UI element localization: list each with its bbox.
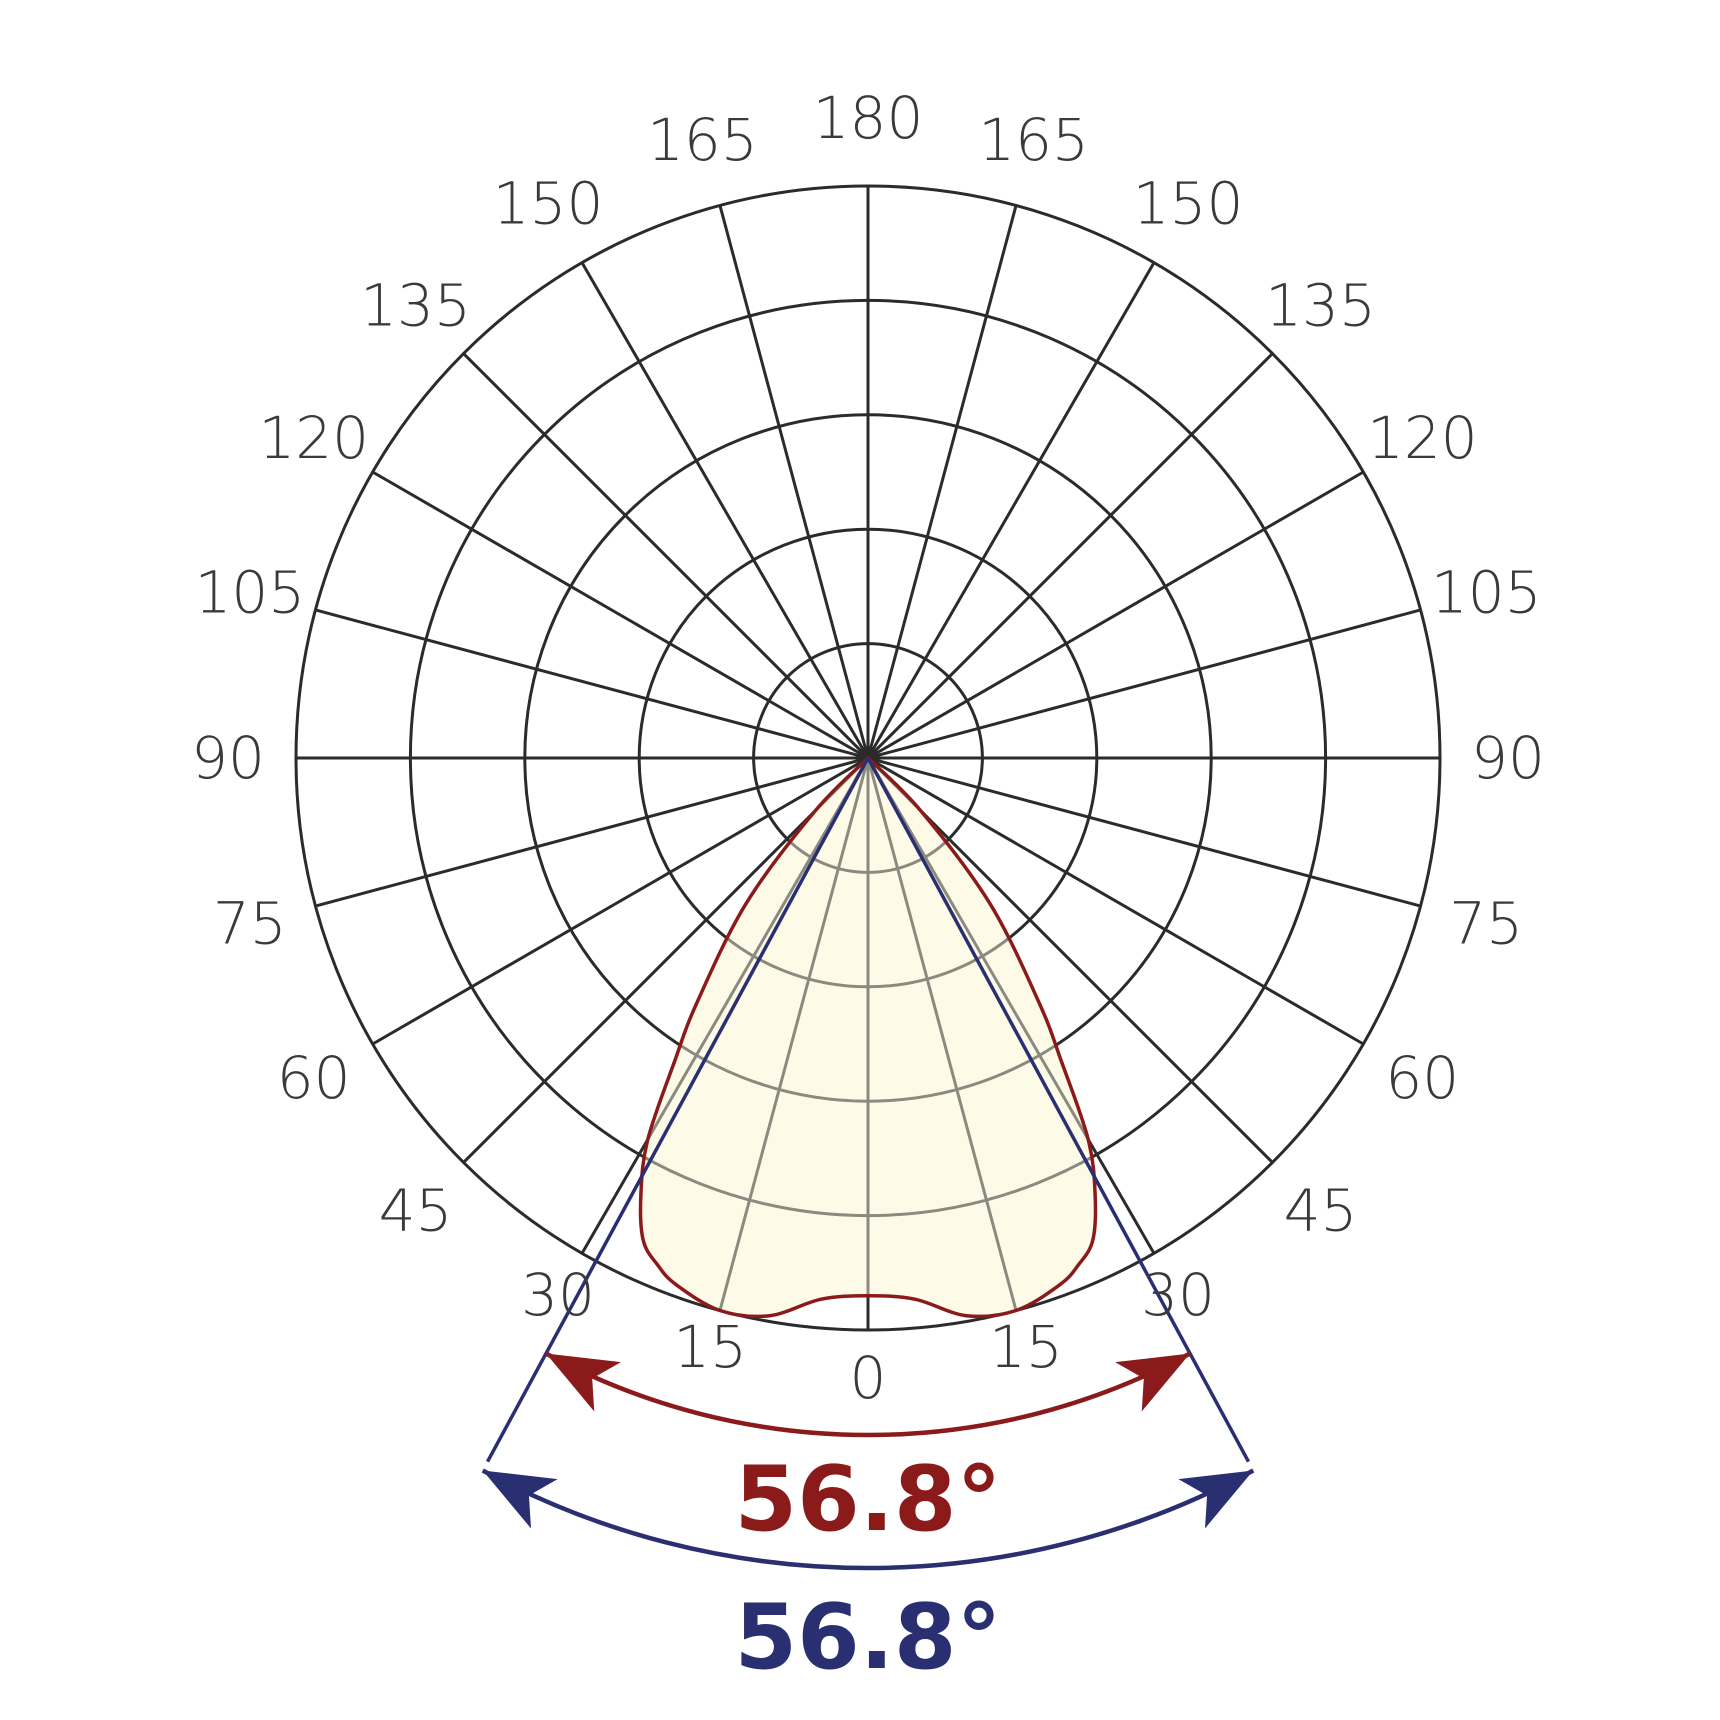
tick-label-left-105: 105 xyxy=(194,558,305,626)
beam-line-left xyxy=(485,757,870,1463)
blue-beam-arrowhead-left xyxy=(482,1470,558,1529)
tick-label-right-75: 75 xyxy=(1449,890,1523,958)
tick-label-left-60: 60 xyxy=(277,1044,351,1112)
tick-label-left-150: 150 xyxy=(493,170,604,238)
grid-spoke-165-inside-curve xyxy=(718,758,1018,1311)
tick-label-left-120: 120 xyxy=(258,404,369,472)
tick-label-right-15: 15 xyxy=(989,1313,1063,1381)
tick-label-right-120: 120 xyxy=(1367,404,1478,472)
blue-beam-arc xyxy=(481,1468,1255,1571)
intensity-curve-line xyxy=(638,756,1098,1319)
beam-line-right xyxy=(866,757,1251,1463)
tick-label-right-90: 90 xyxy=(1471,724,1545,792)
tick-label-left-165: 165 xyxy=(647,106,758,174)
tick-label-right-30: 30 xyxy=(1141,1261,1215,1329)
tick-label-left-45: 45 xyxy=(379,1177,453,1245)
red-beam-arc xyxy=(544,1351,1192,1438)
tick-label-right-135: 135 xyxy=(1265,272,1376,340)
tick-label-right-105: 105 xyxy=(1431,558,1542,626)
red-beam-arrowhead-right xyxy=(1115,1353,1190,1412)
blue-beam-arrowhead-right xyxy=(1178,1470,1254,1529)
grid-spoke-15-inside-curve xyxy=(718,758,1018,1311)
tick-label-left-90: 90 xyxy=(191,724,265,792)
red-beam-arrowhead-left xyxy=(546,1353,621,1412)
tick-label-left-0: 0 xyxy=(850,1344,887,1412)
tick-label-left-15: 15 xyxy=(673,1313,747,1381)
tick-label-left-75: 75 xyxy=(213,890,287,958)
tick-label-right-45: 45 xyxy=(1284,1177,1358,1245)
beam-angle-label-red: 56.8° xyxy=(734,1447,1001,1552)
beam-angle-label-blue: 56.8° xyxy=(734,1585,1001,1690)
beam-angle-group: 56.8° 56.8° xyxy=(481,757,1255,1690)
tick-label-right-60: 60 xyxy=(1385,1044,1459,1112)
tick-label-right-150: 150 xyxy=(1133,170,1244,238)
tick-label-left-135: 135 xyxy=(360,272,471,340)
tick-label-left-180: 180 xyxy=(813,84,924,152)
tick-label-right-165: 165 xyxy=(978,106,1089,174)
tick-label-left-30: 30 xyxy=(521,1261,595,1329)
